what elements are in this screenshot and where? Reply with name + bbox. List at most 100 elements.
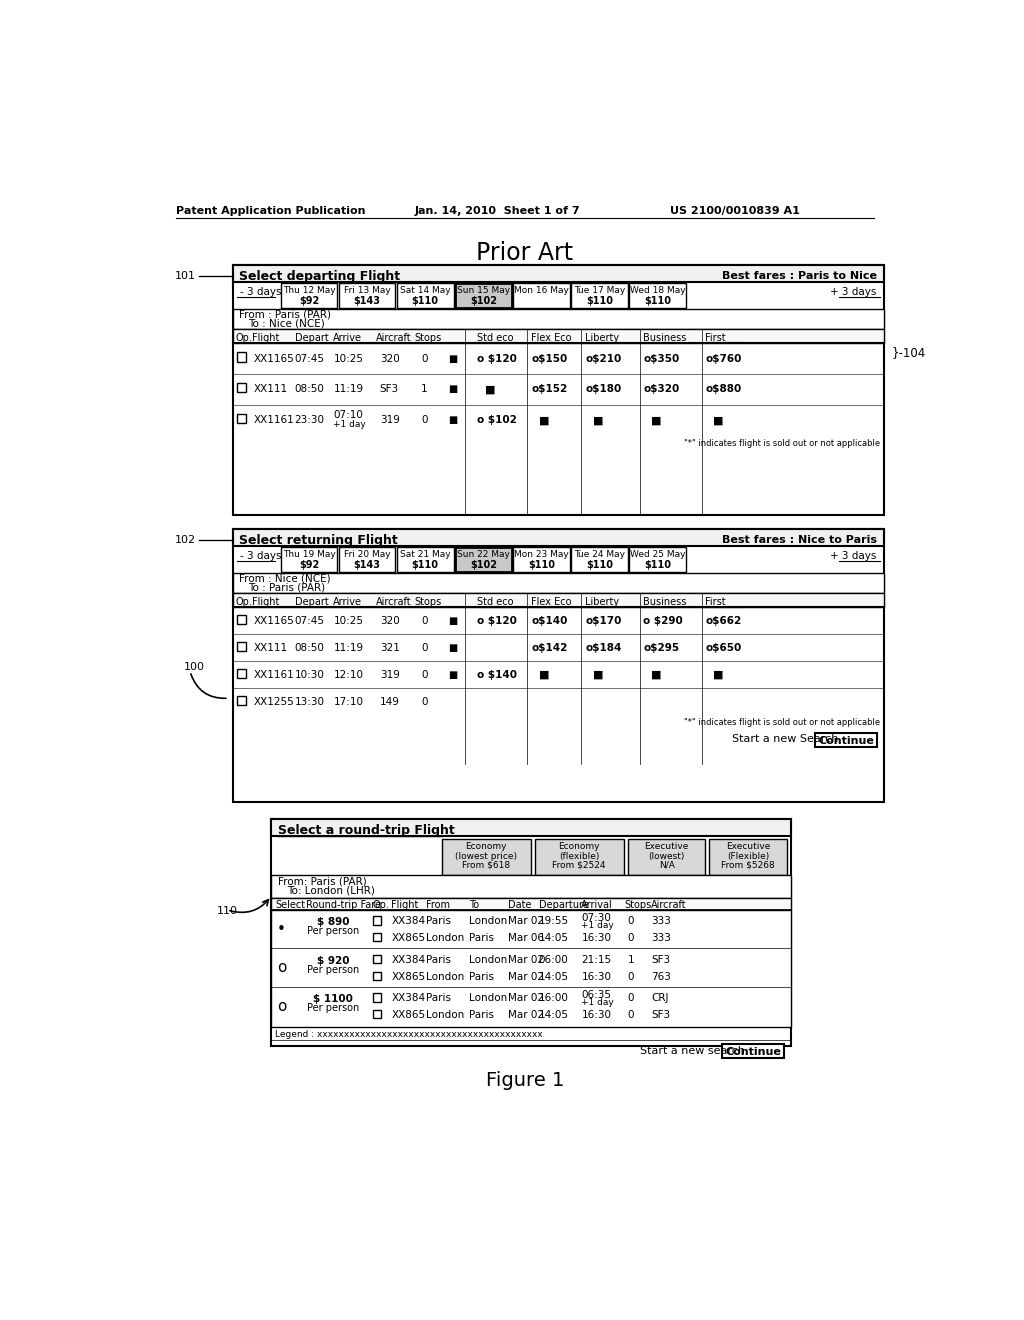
Text: 102: 102 — [175, 536, 197, 545]
Text: 06:35: 06:35 — [582, 990, 611, 999]
Text: $110: $110 — [644, 296, 671, 306]
Text: }-104: }-104 — [891, 346, 926, 359]
Text: Start a new search: Start a new search — [640, 1045, 744, 1056]
Text: Mon 23 May: Mon 23 May — [514, 550, 569, 560]
Text: Stops: Stops — [415, 597, 442, 607]
Text: 08:50: 08:50 — [295, 384, 325, 395]
Text: o$650: o$650 — [706, 643, 741, 653]
Bar — [628, 840, 706, 875]
Text: First: First — [706, 333, 726, 343]
Text: Liberty: Liberty — [586, 333, 620, 343]
Text: Executive: Executive — [726, 842, 770, 851]
Text: 10:30: 10:30 — [295, 671, 325, 680]
Text: Sun 15 May: Sun 15 May — [457, 286, 510, 296]
Text: Per person: Per person — [307, 965, 359, 975]
Bar — [281, 284, 337, 308]
Bar — [373, 972, 381, 979]
Text: Select departing Flight: Select departing Flight — [239, 269, 400, 282]
Text: Per person: Per person — [307, 927, 359, 936]
Text: $110: $110 — [528, 560, 555, 570]
Text: o$170: o$170 — [586, 616, 622, 626]
Text: From : Nice (NCE): From : Nice (NCE) — [239, 574, 331, 583]
Text: (Flexible): (Flexible) — [727, 851, 769, 861]
Bar — [442, 840, 531, 875]
Text: Stops: Stops — [415, 333, 442, 343]
Bar — [630, 548, 686, 572]
Text: Patent Application Publication: Patent Application Publication — [176, 206, 366, 215]
Text: 11:19: 11:19 — [334, 384, 364, 395]
Text: To: To — [469, 900, 479, 911]
Text: Prior Art: Prior Art — [476, 242, 573, 265]
Text: Paris: Paris — [426, 994, 452, 1003]
Bar — [232, 529, 884, 803]
Bar — [271, 909, 791, 1027]
Text: ■: ■ — [449, 643, 458, 653]
Text: + 3 days: + 3 days — [829, 288, 876, 297]
Text: SF3: SF3 — [651, 954, 671, 965]
Text: Mar 02: Mar 02 — [508, 916, 544, 927]
Text: Flex Eco: Flex Eco — [531, 333, 571, 343]
Text: ■: ■ — [593, 671, 603, 680]
Text: $92: $92 — [299, 296, 319, 306]
Bar — [571, 284, 628, 308]
Text: Op.: Op. — [236, 597, 253, 607]
Text: From $618: From $618 — [462, 861, 510, 870]
Text: 319: 319 — [380, 416, 399, 425]
Text: o$295: o$295 — [643, 643, 680, 653]
Text: Legend : xxxxxxxxxxxxxxxxxxxxxxxxxxxxxxxxxxxxxxxxxx: Legend : xxxxxxxxxxxxxxxxxxxxxxxxxxxxxxx… — [275, 1030, 543, 1039]
Text: o $120: o $120 — [477, 616, 517, 626]
Text: 11:19: 11:19 — [334, 643, 364, 653]
Text: ■: ■ — [713, 416, 724, 425]
Text: 0: 0 — [628, 1010, 635, 1020]
Text: 07:45: 07:45 — [295, 354, 325, 363]
Text: London: London — [426, 933, 465, 944]
Text: $110: $110 — [586, 560, 613, 570]
Text: Paris: Paris — [469, 1010, 494, 1020]
Text: 16:30: 16:30 — [582, 933, 611, 944]
Text: $110: $110 — [412, 296, 438, 306]
Bar — [339, 284, 395, 308]
Text: $110: $110 — [644, 560, 671, 570]
Text: XX384: XX384 — [391, 916, 426, 927]
Text: Best fares : Paris to Nice: Best fares : Paris to Nice — [722, 271, 878, 281]
Text: XX111: XX111 — [254, 643, 288, 653]
Text: 06:00: 06:00 — [539, 954, 568, 965]
Text: 320: 320 — [380, 354, 399, 363]
Text: 0: 0 — [628, 994, 635, 1003]
Text: o: o — [276, 960, 286, 975]
Text: - 3 days: - 3 days — [241, 552, 282, 561]
Text: 14:05: 14:05 — [539, 1010, 568, 1020]
Text: o$140: o$140 — [531, 616, 567, 626]
Text: Paris: Paris — [469, 933, 494, 944]
Text: Tue 24 May: Tue 24 May — [574, 550, 625, 560]
Bar — [535, 840, 624, 875]
Bar — [513, 548, 569, 572]
Text: 100: 100 — [183, 663, 205, 672]
Bar — [373, 993, 381, 1002]
Text: $143: $143 — [353, 560, 381, 570]
Text: CRJ: CRJ — [651, 994, 669, 1003]
Bar — [373, 916, 381, 924]
Text: First: First — [706, 597, 726, 607]
Text: $ 920: $ 920 — [317, 956, 349, 966]
Text: (lowest price): (lowest price) — [455, 851, 517, 861]
Text: 0: 0 — [421, 643, 427, 653]
Text: 1: 1 — [628, 954, 635, 965]
Text: Arrive: Arrive — [334, 333, 362, 343]
Text: ■: ■ — [593, 416, 603, 425]
Text: XX1161: XX1161 — [254, 671, 294, 680]
Bar — [237, 352, 246, 362]
Text: 21:15: 21:15 — [582, 954, 611, 965]
Bar — [232, 309, 884, 330]
Bar — [455, 284, 512, 308]
Text: Fri 20 May: Fri 20 May — [344, 550, 390, 560]
Text: To : Nice (NCE): To : Nice (NCE) — [248, 318, 325, 329]
Text: From: Paris (PAR): From: Paris (PAR) — [278, 876, 367, 887]
Text: ■: ■ — [449, 671, 458, 680]
Text: 23:30: 23:30 — [295, 416, 325, 425]
Text: 0: 0 — [421, 697, 427, 708]
Text: Continue: Continue — [818, 735, 874, 746]
Bar — [232, 529, 884, 545]
Text: "*" indicates flight is sold out or not applicable: "*" indicates flight is sold out or not … — [684, 718, 880, 727]
Text: Sat 14 May: Sat 14 May — [400, 286, 451, 296]
